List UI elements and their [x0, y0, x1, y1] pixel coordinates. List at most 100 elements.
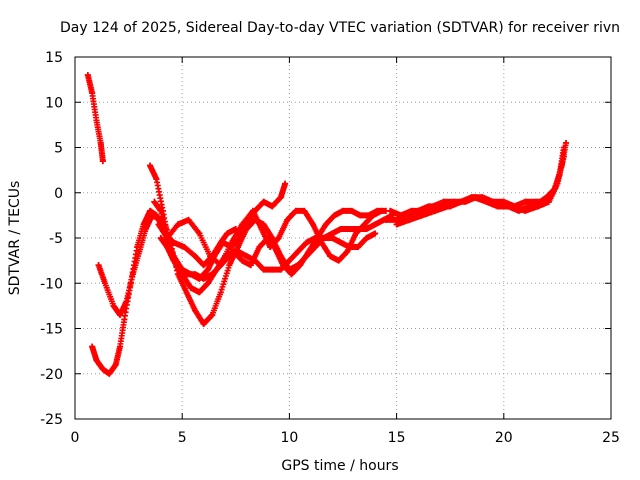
data-point: [282, 180, 289, 187]
data-point: [303, 239, 310, 246]
data-point: [164, 244, 171, 251]
data-point: [239, 257, 246, 264]
data-point: [522, 198, 529, 205]
x-axis-label: GPS time / hours: [281, 458, 398, 474]
data-point: [147, 207, 154, 214]
data-point: [179, 271, 186, 278]
x-tick-label: 20: [495, 430, 513, 446]
data-point: [305, 248, 312, 255]
x-tick-label: 10: [280, 430, 298, 446]
data-point: [260, 266, 267, 273]
data-point: [318, 239, 325, 246]
data-markers: [84, 72, 569, 377]
data-point: [320, 235, 327, 241]
data-point: [361, 221, 368, 228]
y-tick-label: 15: [45, 50, 63, 66]
data-point: [147, 162, 154, 169]
data-point: [228, 239, 235, 246]
data-point: [408, 207, 415, 214]
data-point: [170, 257, 177, 264]
data-point: [284, 216, 291, 223]
data-point: [192, 253, 199, 260]
data-point: [95, 262, 102, 269]
data-point: [393, 221, 400, 228]
y-tick-label: -20: [40, 367, 63, 383]
data-point: [213, 266, 220, 273]
data-point: [196, 230, 203, 237]
data-point: [327, 253, 334, 260]
data-point: [535, 203, 542, 210]
data-point: [200, 275, 207, 282]
data-point: [275, 235, 282, 241]
data-point: [153, 176, 160, 183]
data-point: [192, 271, 199, 278]
data-point: [363, 235, 370, 241]
data-point: [84, 72, 91, 79]
data-point: [406, 216, 413, 223]
series-seg1: [84, 72, 106, 165]
data-point: [357, 212, 364, 219]
x-tick-label: 5: [178, 430, 187, 446]
data-point: [543, 194, 550, 201]
y-tick-label: 0: [54, 186, 63, 202]
data-point: [397, 212, 404, 219]
x-tick-label: 0: [71, 430, 80, 446]
data-point: [309, 221, 316, 228]
data-point: [99, 366, 106, 373]
data-point: [370, 212, 377, 219]
data-point: [136, 248, 143, 255]
data-point: [344, 248, 351, 255]
data-point: [102, 280, 109, 287]
data-point: [181, 244, 188, 251]
data-point: [372, 230, 379, 237]
data-point: [432, 207, 439, 214]
data-point: [89, 90, 96, 97]
data-point: [200, 320, 207, 327]
data-point: [258, 225, 265, 232]
data-point: [340, 207, 346, 214]
data-point: [363, 225, 370, 232]
data-point: [93, 117, 100, 124]
y-tick-label: 5: [54, 141, 63, 157]
data-point: [149, 212, 156, 219]
data-point: [288, 271, 295, 278]
series-markers: [393, 153, 567, 228]
data-point: [209, 311, 216, 318]
data-point: [97, 139, 104, 146]
data-point: [129, 271, 136, 278]
data-point: [226, 262, 233, 269]
x-tick-label: 15: [388, 430, 406, 446]
data-point: [196, 289, 203, 296]
data-point: [117, 343, 124, 350]
data-point: [99, 158, 106, 165]
data-point: [224, 230, 231, 237]
data-point: [292, 207, 299, 214]
data-point: [217, 262, 224, 269]
data-point: [372, 221, 379, 228]
data-point: [110, 302, 117, 309]
data-point: [269, 266, 276, 273]
data-point: [174, 221, 181, 228]
axis-ticks: 0 5 10 15 20 25 -25 -20 -15 -10 -5 0 5 10 15: [40, 50, 620, 446]
data-point: [230, 248, 237, 255]
data-point: [185, 216, 192, 223]
data-point: [297, 262, 304, 269]
data-point: [286, 257, 293, 264]
data-point: [378, 207, 385, 214]
data-point: [560, 153, 567, 160]
data-point: [545, 198, 552, 205]
data-point: [234, 244, 241, 251]
series-markers: [84, 72, 106, 165]
data-point: [322, 221, 329, 228]
data-point: [260, 198, 267, 205]
data-point: [217, 289, 224, 296]
data-point: [151, 198, 158, 205]
data-point: [355, 244, 362, 251]
data-point: [123, 298, 130, 305]
data-point: [247, 262, 254, 269]
data-point: [219, 239, 226, 246]
data-point: [89, 343, 96, 350]
chart-title: Day 124 of 2025, Sidereal Day-to-day VTE…: [60, 20, 620, 36]
data-point: [329, 230, 336, 237]
data-point: [164, 235, 171, 241]
